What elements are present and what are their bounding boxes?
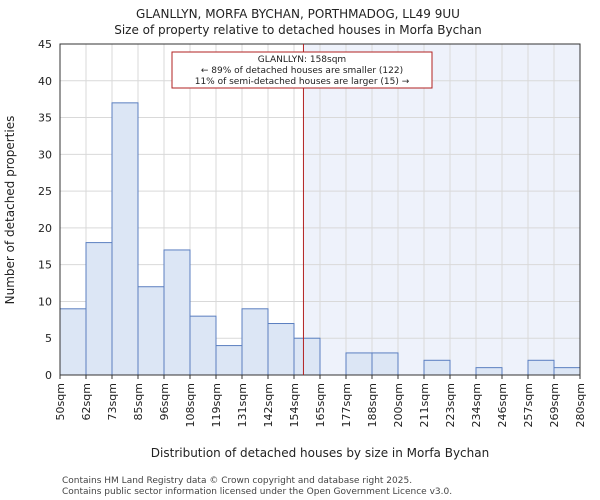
x-tick-label: 177sqm	[340, 383, 353, 427]
x-tick-label: 85sqm	[132, 383, 145, 420]
bar	[267, 323, 295, 376]
x-tick-label: 119sqm	[210, 383, 223, 427]
x-tick-label: 73sqm	[106, 383, 119, 420]
bar	[293, 337, 321, 376]
bar	[241, 308, 269, 376]
y-tick-label: 30	[38, 148, 52, 161]
annotation-box: GLANLLYN: 158sqm ← 89% of detached house…	[171, 51, 433, 89]
y-tick-label: 45	[38, 38, 52, 51]
bar	[137, 286, 165, 376]
bar	[527, 359, 555, 376]
chart-subtitle: Size of property relative to detached ho…	[114, 23, 482, 37]
x-tick-label: 96sqm	[158, 383, 171, 420]
footer-line-2: Contains public sector information licen…	[62, 487, 452, 497]
bar	[475, 367, 503, 376]
y-axis-label: Number of detached properties	[3, 116, 17, 305]
chart-title: GLANLLYN, MORFA BYCHAN, PORTHMADOG, LL49…	[136, 7, 460, 21]
bar	[59, 308, 87, 376]
annotation-border	[171, 51, 433, 89]
x-tick-label: 108sqm	[184, 383, 197, 427]
x-tick-label: 200sqm	[392, 383, 405, 427]
annotation-line-1: GLANLLYN: 158sqm	[258, 55, 346, 65]
x-tick-label: 257sqm	[522, 383, 535, 427]
x-tick-label: 142sqm	[262, 383, 275, 427]
bar	[345, 352, 373, 376]
x-tick-label: 223sqm	[444, 383, 457, 427]
bar	[163, 249, 191, 376]
annotation-line-2: ← 89% of detached houses are smaller (12…	[201, 66, 403, 76]
x-tick-label: 154sqm	[288, 383, 301, 427]
y-tick-label: 15	[38, 259, 52, 272]
y-tick-label: 5	[45, 332, 52, 345]
plot-area: 0 5 10 15 20 25 30 35 40 45 50sqm 62sqm 73sqm 85sqm 96…	[38, 38, 587, 427]
x-tick-label: 269sqm	[548, 383, 561, 427]
x-axis-label: Distribution of detached houses by size …	[151, 446, 489, 460]
x-tick-label: 211sqm	[418, 383, 431, 427]
x-tick-label: 50sqm	[54, 383, 67, 420]
bar	[215, 345, 243, 376]
annotation-line-3: 11% of semi-detached houses are larger (…	[195, 77, 410, 87]
x-tick-label: 280sqm	[574, 383, 587, 427]
x-tick-label: 246sqm	[496, 383, 509, 427]
y-tick-label: 40	[38, 75, 52, 88]
x-tick-label: 165sqm	[314, 383, 327, 427]
x-tick-label: 234sqm	[470, 383, 483, 427]
bar	[423, 359, 451, 376]
bar	[189, 315, 217, 376]
footer-line-1: Contains HM Land Registry data © Crown c…	[62, 476, 412, 486]
y-tick-label: 35	[38, 112, 52, 125]
bar	[85, 242, 113, 376]
y-tick-label: 0	[45, 369, 52, 382]
x-tick-label: 188sqm	[366, 383, 379, 427]
bar	[371, 352, 399, 376]
bar	[553, 367, 581, 376]
x-tick-label: 62sqm	[80, 383, 93, 420]
x-tick-label: 131sqm	[236, 383, 249, 427]
y-tick-label: 25	[38, 185, 52, 198]
bar	[111, 102, 139, 376]
y-tick-label: 10	[38, 295, 52, 308]
highlight-region	[303, 44, 580, 375]
y-tick-label: 20	[38, 222, 52, 235]
